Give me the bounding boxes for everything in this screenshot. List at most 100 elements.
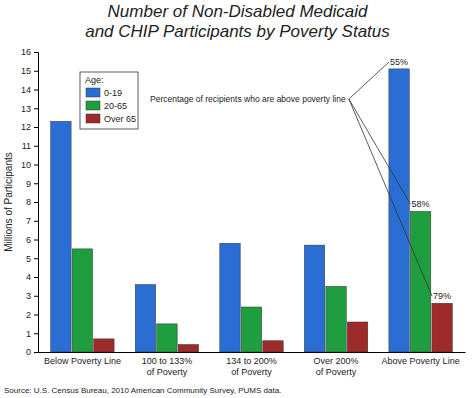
annotation-label: 55% — [390, 57, 408, 67]
y-tick-mark — [34, 333, 38, 334]
y-tick-mark — [34, 71, 38, 72]
y-tick-mark — [34, 277, 38, 278]
x-tick-label-line: Below Poverty Line — [44, 356, 121, 366]
y-tick-label: 2 — [26, 310, 31, 320]
x-tick-label-line: 134 to 200% — [226, 356, 277, 366]
y-tick: 10 — [21, 160, 38, 170]
y-tick-mark — [34, 221, 38, 222]
bar — [51, 121, 71, 352]
bar — [410, 211, 430, 352]
y-tick-label: 1 — [26, 329, 31, 339]
legend-title: Age: — [85, 75, 104, 85]
y-tick: 8 — [26, 197, 38, 207]
y-tick: 15 — [21, 66, 38, 76]
bar — [389, 69, 409, 352]
bar — [94, 339, 114, 352]
title-line: and CHIP Participants by Poverty Status — [85, 22, 390, 41]
bar — [72, 249, 92, 352]
x-tick-label-line: 100 to 133% — [142, 356, 193, 366]
x-tick-label-line: of Poverty — [147, 367, 188, 377]
y-tick-label: 9 — [26, 179, 31, 189]
x-tick: Above Poverty Line — [382, 356, 460, 366]
legend-label: 0-19 — [104, 88, 122, 98]
y-tick-mark — [34, 258, 38, 259]
y-tick-label: 5 — [26, 254, 31, 264]
y-tick-label: 3 — [26, 291, 31, 301]
y-tick: 13 — [21, 104, 38, 114]
y-axis-line — [34, 53, 39, 353]
x-tick-label-line: Above Poverty Line — [382, 356, 460, 366]
y-tick-label: 13 — [21, 104, 31, 114]
y-tick-mark — [34, 127, 38, 128]
legend-swatch — [86, 114, 100, 123]
bar — [178, 345, 198, 353]
y-tick: 3 — [26, 291, 38, 301]
bar — [157, 324, 177, 352]
y-tick: 2 — [26, 310, 38, 320]
title-line: Number of Non-Disabled Medicaid — [108, 2, 368, 21]
y-tick-mark — [34, 202, 38, 203]
y-tick-label: 16 — [21, 47, 31, 57]
y-tick-mark — [34, 108, 38, 109]
bar — [347, 322, 367, 352]
chart: Number of Non-Disabled Medicaidand CHIP … — [0, 0, 475, 398]
bar — [135, 285, 155, 353]
y-tick-mark — [34, 352, 38, 353]
legend-label: Over 65 — [104, 114, 136, 124]
legend: Age:0-19 20-65 Over 65 — [80, 72, 138, 129]
y-tick-label: 0 — [26, 347, 31, 357]
x-axis: Below Poverty Line100 to 133%of Poverty1… — [39, 353, 466, 378]
y-tick: 11 — [22, 141, 38, 151]
y-tick-label: 8 — [26, 197, 31, 207]
bar — [220, 243, 240, 352]
x-axis-line — [39, 352, 466, 353]
plot: 012345678910111213141516Below Poverty Li… — [21, 47, 466, 377]
x-tick-label: Over 200%of Poverty — [314, 356, 359, 377]
bar — [263, 341, 283, 352]
y-tick: 9 — [26, 179, 38, 189]
y-tick-label: 4 — [26, 272, 31, 282]
annotation: Percentage of recipients who are above p… — [150, 94, 346, 104]
y-tick-mark — [34, 240, 38, 241]
x-tick-label: 100 to 133%of Poverty — [142, 356, 193, 377]
bar — [432, 303, 452, 352]
y-tick-label: 10 — [21, 160, 31, 170]
x-tick: 100 to 133%of Poverty — [142, 356, 193, 377]
bar — [241, 307, 261, 352]
annotation-line — [349, 99, 411, 204]
y-tick: 12 — [21, 122, 38, 132]
y-tick-mark — [34, 296, 38, 297]
x-tick-label: Above Poverty Line — [382, 356, 460, 366]
legend-swatch — [86, 88, 100, 97]
x-tick-label-line: of Poverty — [316, 367, 357, 377]
x-tick: 134 to 200%of Poverty — [226, 356, 277, 377]
y-tick: 1 — [26, 329, 38, 339]
y-tick-label: 15 — [21, 66, 31, 76]
legend-box — [80, 72, 138, 129]
y-tick-label: 14 — [21, 85, 31, 95]
annotation-line — [349, 99, 432, 296]
y-tick: 0 — [26, 347, 38, 357]
x-tick-label-line: Over 200% — [314, 356, 359, 366]
y-tick-mark — [34, 165, 38, 166]
bar — [304, 245, 324, 352]
y-tick-mark — [34, 90, 38, 91]
y-tick-label: 11 — [22, 141, 31, 151]
annotation-line — [349, 62, 389, 99]
x-tick-label: 134 to 200%of Poverty — [226, 356, 277, 377]
x-tick-label-line: of Poverty — [231, 367, 272, 377]
x-tick: Over 200%of Poverty — [314, 356, 359, 377]
y-tick-mark — [34, 183, 38, 184]
y-tick-label: 7 — [26, 216, 31, 226]
y-tick-mark — [34, 52, 38, 53]
y-tick: 4 — [26, 272, 38, 282]
legend-label: 20-65 — [104, 101, 127, 111]
y-tick: 14 — [21, 85, 38, 95]
y-tick: 7 — [26, 216, 38, 226]
y-tick: 5 — [26, 254, 38, 264]
legend-swatch — [86, 101, 100, 110]
x-tick: Below Poverty Line — [44, 356, 121, 366]
annotation-label: 58% — [412, 199, 430, 209]
y-axis: 012345678910111213141516 — [21, 47, 39, 357]
y-tick: 16 — [21, 47, 38, 57]
